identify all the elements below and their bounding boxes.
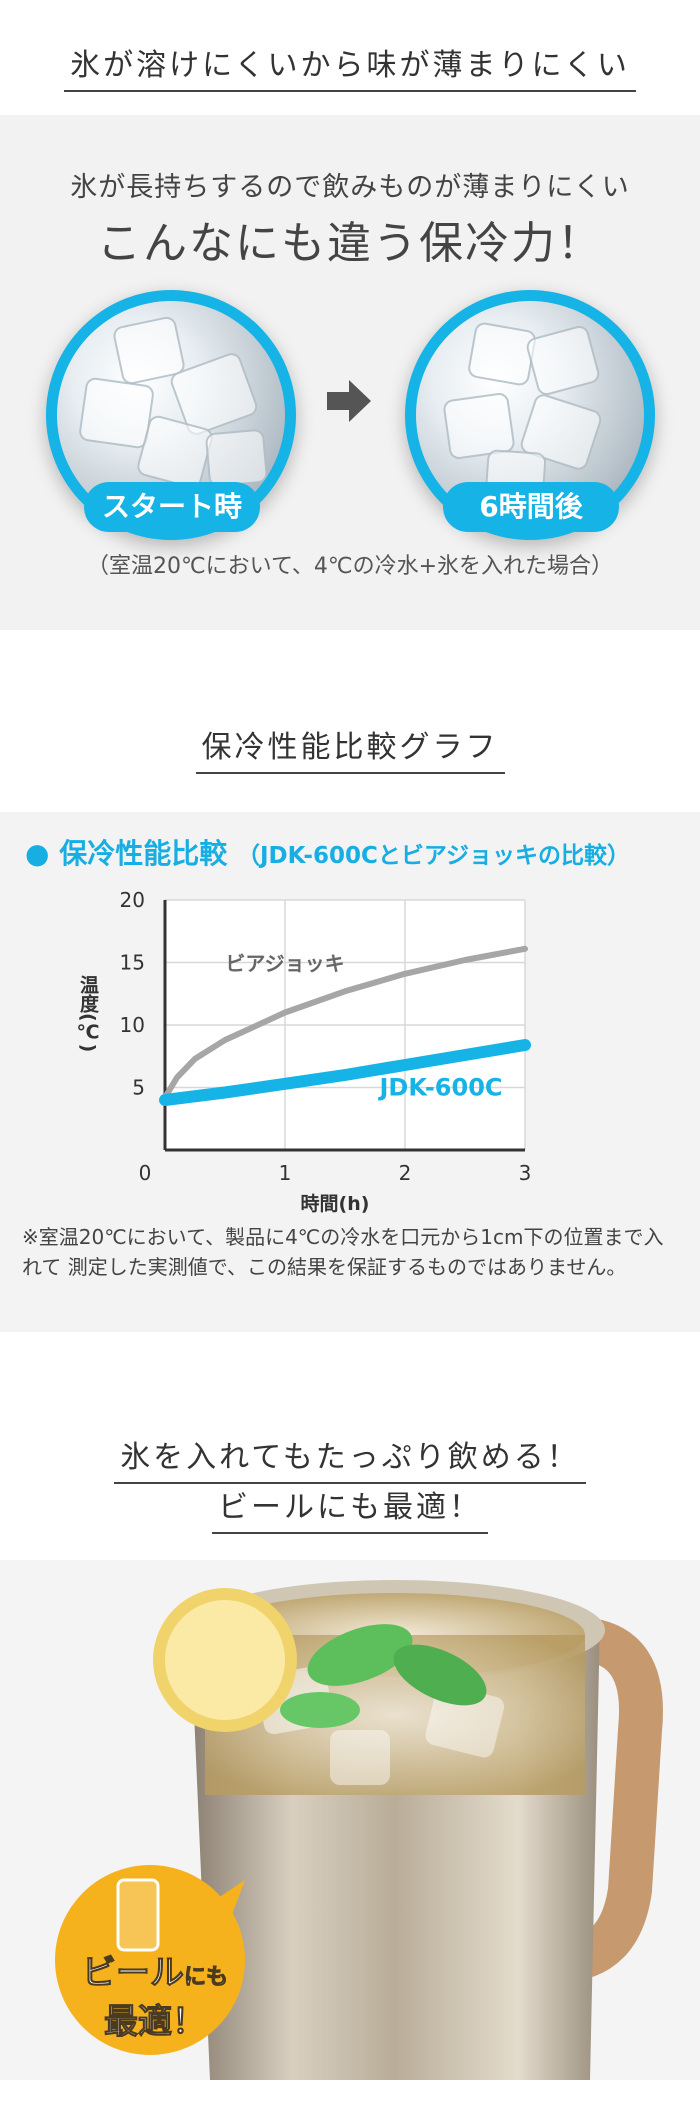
x-tick-label: 0 (139, 1161, 152, 1185)
cooling-note: （室温20℃において、4℃の冷水+氷を入れた場合） (86, 554, 614, 579)
section3-heading2-wrap: ビールにも最適！ (0, 1482, 700, 1534)
section3-heading1-wrap: 氷を入れてもたっぷり飲める！ (0, 1432, 700, 1484)
beer-badge: ビールにも 最適！ (75, 1945, 235, 2043)
label-after: 6時間後 (443, 482, 619, 532)
glass-start-image: スタート時 (46, 290, 296, 540)
y-tick-label: 5 (132, 1076, 145, 1100)
label-start: スタート時 (84, 482, 260, 532)
y-tick-label: 15 (120, 951, 145, 975)
cooling-main-title: こんなにも違う保冷力！ (97, 218, 603, 269)
graph-title-main: 保冷性能比較 (59, 837, 228, 870)
graph-title: ● 保冷性能比較 （JDK-600Cとビアジョッキの比較） (25, 832, 630, 872)
beer-mug-photo: ビールにも 最適！ (0, 1560, 700, 2080)
graph-title-sub: （JDK-600Cとビアジョッキの比較） (236, 843, 630, 869)
series-line-1 (159, 1039, 531, 1106)
badge-line2: 最適！ (104, 2002, 207, 2043)
section3-heading-line2: ビールにも最適！ (212, 1482, 488, 1534)
x-tick-label: 3 (519, 1161, 532, 1185)
series-label-beer-mug: ビアジョッキ (225, 952, 344, 976)
x-tick-label: 1 (279, 1161, 292, 1185)
section2-heading: 保冷性能比較グラフ (195, 722, 505, 774)
x-tick-label: 2 (399, 1161, 412, 1185)
x-axis-label: 時間(h) (301, 1193, 370, 1215)
glass-after-image: 6時間後 (405, 290, 655, 540)
mug-image (0, 1560, 700, 2080)
series-line-0 (162, 945, 528, 1101)
y-tick-label: 10 (120, 1013, 145, 1037)
arrow-right-icon (327, 380, 371, 422)
bullet-icon: ● (25, 837, 50, 870)
y-tick-label: 20 (120, 888, 145, 912)
series-label-jdk: JDK-600C (377, 1074, 502, 1102)
section1-heading-wrap: 氷が溶けにくいから味が薄まりにくい (0, 40, 700, 92)
badge-line1: ビール (81, 1953, 184, 1994)
cooling-subtitle: 氷が長持ちするので飲みものが薄まりにくい (70, 172, 630, 203)
section3-heading-line1: 氷を入れてもたっぷり飲める！ (114, 1432, 586, 1484)
graph-footnote: ※室温20℃において、製品に4℃の冷水を口元から1cm下の位置まで入れて 測定し… (22, 1225, 664, 1279)
section1-heading: 氷が溶けにくいから味が薄まりにくい (64, 40, 636, 92)
badge-line1-small: にも (183, 1965, 228, 1991)
cooling-line-chart: 5 10 15 20 0 1 2 3 時間(h) 温度(℃) ビアジョッキ JDK-600C (77, 888, 532, 1215)
y-axis-label: 温度(℃) (77, 975, 99, 1053)
section2-heading-wrap: 保冷性能比較グラフ (0, 722, 700, 774)
